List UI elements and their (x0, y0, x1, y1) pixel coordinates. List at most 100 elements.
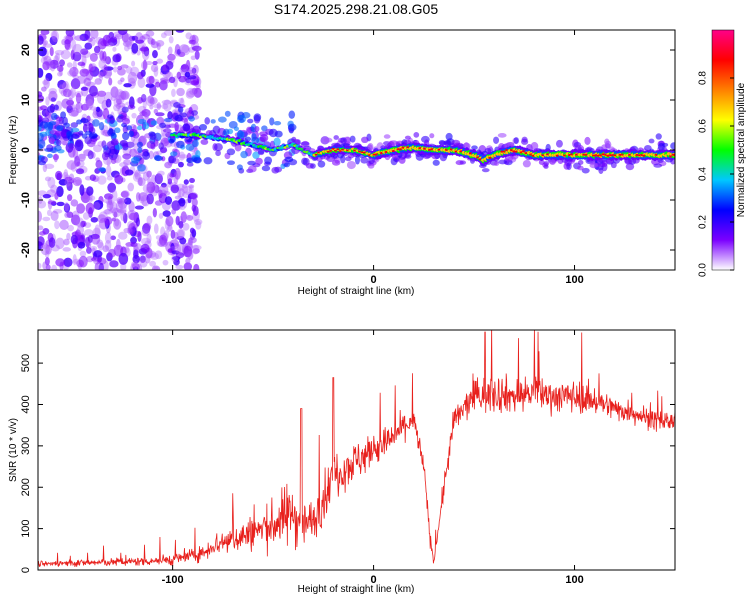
spectrogram-cell (162, 210, 171, 217)
spectrogram-cell (72, 254, 77, 266)
spectrogram-cell (354, 155, 361, 165)
spectrogram-cell (75, 92, 82, 104)
spectrogram-cell (167, 46, 173, 55)
spectrogram-cell (82, 212, 90, 220)
spectrogram-cell (106, 42, 114, 47)
spectrogram-cell (116, 238, 121, 251)
spectrogram-cell (188, 116, 195, 122)
spectrogram-cell (210, 119, 216, 124)
spectrogram-cell (64, 212, 71, 218)
spectrogram-cell (38, 144, 44, 150)
spectrogram-cell (538, 159, 545, 165)
spectrogram-cell (54, 49, 65, 56)
spectrogram-cell (83, 101, 91, 110)
spectrogram-cell (62, 140, 67, 146)
spectrogram-cell (81, 220, 87, 227)
spectrogram-cell (415, 152, 424, 161)
spectrogram-cell (187, 250, 194, 260)
colorbar-tick-label: 0.6 (698, 119, 709, 133)
spectrogram-cell (161, 103, 169, 110)
spectrogram-cell (190, 80, 200, 86)
spectrogram-cell (45, 264, 51, 270)
spectrogram-cell (178, 154, 189, 159)
spectrogram-cell (140, 237, 151, 245)
spectrogram-cell (127, 221, 134, 229)
spectrogram-cell (38, 200, 47, 209)
spectrogram-cell (116, 208, 127, 214)
spectrogram-cell (236, 130, 245, 139)
y-tick-label: 400 (20, 395, 32, 413)
spectrogram-cell (193, 263, 200, 270)
spectrogram-cell (186, 162, 194, 167)
spectrogram-cell (170, 151, 178, 157)
spectrogram-cell (130, 212, 137, 221)
spectrogram-cell (115, 103, 121, 110)
spectrogram-cell (120, 92, 129, 99)
spectrogram-cell (106, 200, 114, 211)
spectrogram-cell (96, 257, 107, 265)
spectrogram-cell (86, 186, 94, 196)
spectrogram-cell (75, 141, 82, 148)
spectrogram-cell (110, 235, 117, 241)
spectrogram-cell (49, 46, 54, 57)
spectrogram-cell (154, 184, 160, 194)
spectrogram-cell (159, 122, 167, 129)
spectrogram-cell (604, 140, 612, 149)
spectrogram-cell (226, 148, 236, 156)
spectrogram-cell (115, 94, 122, 103)
spectrogram-cell (181, 44, 191, 56)
spectrogram-cell (150, 63, 159, 73)
spectrogram-y-ticks: 20 10 0 -10 -20 (20, 44, 675, 258)
spectrogram-cell (97, 38, 107, 50)
spectrogram-cell (108, 77, 113, 86)
spectrogram-cell (63, 169, 68, 178)
spectrogram-cell (56, 201, 65, 207)
snr-series-line (38, 330, 675, 567)
spectrogram-cell (122, 40, 133, 47)
spectrogram-cell (111, 217, 116, 222)
spectrogram-cell (493, 136, 500, 144)
spectrogram-cell (43, 43, 53, 48)
spectrogram-cell (145, 61, 153, 66)
spectrogram-cell (102, 245, 110, 253)
spectrogram-cell (127, 71, 138, 84)
spectrogram-cell (522, 159, 531, 168)
y-tick-label: 0 (20, 567, 32, 573)
spectrogram-cell (247, 165, 257, 173)
spectrogram-cell (54, 220, 60, 230)
spectrogram-cell (45, 244, 52, 255)
spectrogram-cell (268, 128, 278, 138)
spectrogram-cell (191, 244, 200, 255)
spectrogram-cell (119, 162, 129, 168)
spectrogram-cell (104, 239, 112, 252)
spectrogram-cell (115, 200, 123, 213)
spectrogram-cell (76, 217, 85, 228)
spectrogram-cell (404, 154, 412, 159)
spectrogram-cell (182, 123, 191, 132)
spectrogram-cell (132, 254, 140, 264)
spectrogram-cell (274, 166, 283, 173)
spectrogram-cell (404, 135, 411, 140)
spectrogram-cell (133, 260, 139, 270)
spectrogram-cell (38, 231, 46, 236)
spectrogram-cell (80, 86, 89, 91)
spectrogram-cell (66, 160, 77, 170)
spectrogram-cell (42, 40, 47, 48)
spectrogram-cell (124, 169, 134, 176)
spectrogram-cell (107, 182, 117, 193)
spectrogram-cell (130, 66, 140, 77)
spectrogram-cell (72, 147, 79, 160)
spectrogram-cell (147, 177, 152, 186)
spectrogram-cell (87, 150, 94, 160)
spectrogram-cell (67, 70, 78, 77)
spectrogram-cell (170, 229, 176, 240)
spectrogram-cell (261, 165, 271, 172)
spectrogram-cell (134, 169, 141, 180)
spectrogram-cell (72, 51, 82, 62)
spectrogram-cell (68, 109, 79, 117)
spectrogram-cell (38, 106, 44, 111)
spectrogram-cell (86, 247, 92, 254)
colorbar: 0.0 0.2 0.4 0.6 0.8 Normalized spectral ampl… (698, 29, 747, 277)
spectrogram-cell (174, 114, 183, 122)
spectrogram-cell (125, 66, 133, 74)
